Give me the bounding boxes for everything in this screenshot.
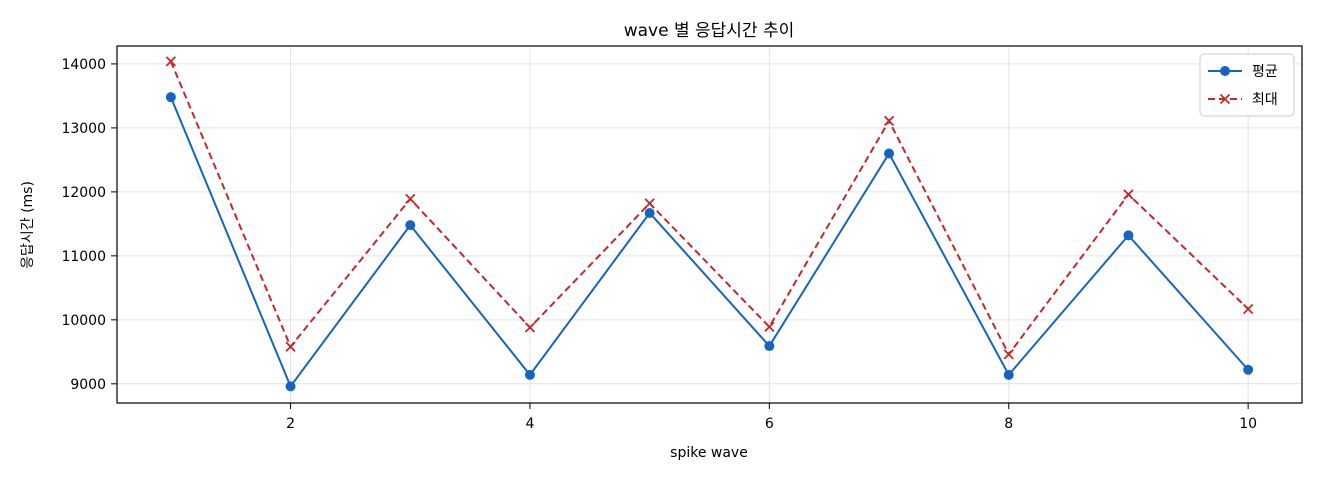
x-tick-label: 6 bbox=[765, 416, 774, 432]
x-axis: 2 4 6 8 10 bbox=[286, 403, 1257, 432]
data-point-1 bbox=[405, 220, 416, 231]
y-axis-label: 응답시간 (ms) bbox=[20, 181, 36, 269]
data-point-2 bbox=[1003, 349, 1014, 360]
x-tick-label: 8 bbox=[1004, 416, 1013, 432]
data-point-2 bbox=[165, 56, 177, 67]
series-line-1 bbox=[169, 96, 1249, 389]
data-point-1 bbox=[524, 369, 535, 380]
data-point-1 bbox=[764, 341, 775, 352]
data-point-1 bbox=[1003, 369, 1014, 380]
series-line-2 bbox=[169, 60, 1249, 357]
x-tick-label: 4 bbox=[525, 416, 534, 432]
data-point-2 bbox=[524, 322, 536, 333]
y-tick-label: 12000 bbox=[61, 185, 106, 201]
y-tick-label: 11000 bbox=[61, 249, 106, 265]
y-tick-label: 10000 bbox=[61, 313, 106, 329]
data-point-2 bbox=[285, 341, 296, 352]
y-tick-label: 13000 bbox=[61, 121, 106, 137]
data-point-1 bbox=[165, 92, 176, 103]
data-point-2 bbox=[644, 198, 655, 209]
data-point-2 bbox=[1242, 303, 1254, 315]
data-point-2 bbox=[405, 193, 416, 205]
y-tick-label: 9000 bbox=[70, 377, 106, 393]
data-point-1 bbox=[1123, 230, 1134, 241]
data-point-2 bbox=[883, 115, 895, 126]
data-point-2 bbox=[1123, 189, 1134, 200]
plot-frame bbox=[116, 45, 1303, 404]
data-point-1 bbox=[285, 381, 296, 392]
plot-area bbox=[165, 56, 1254, 392]
legend-box bbox=[1199, 53, 1295, 117]
legend-label: 평균 bbox=[1252, 64, 1278, 80]
y-tick-label: 14000 bbox=[61, 57, 106, 73]
grid bbox=[117, 46, 1302, 403]
legend-marker bbox=[1220, 66, 1230, 76]
x-tick-label: 2 bbox=[286, 416, 295, 432]
legend-marker bbox=[1219, 93, 1231, 105]
chart-title: wave 별 응답시간 추이 bbox=[624, 21, 795, 41]
x-tick-label: 10 bbox=[1239, 416, 1257, 432]
data-point-1 bbox=[644, 207, 655, 218]
y-axis: 9000 10000 11000 12000 13000 14000 bbox=[61, 57, 117, 393]
x-axis-label: spike wave bbox=[670, 445, 748, 461]
data-point-1 bbox=[884, 148, 895, 159]
data-point-1 bbox=[1243, 364, 1254, 375]
legend-label: 최대 bbox=[1252, 92, 1278, 108]
data-point-2 bbox=[764, 321, 775, 333]
